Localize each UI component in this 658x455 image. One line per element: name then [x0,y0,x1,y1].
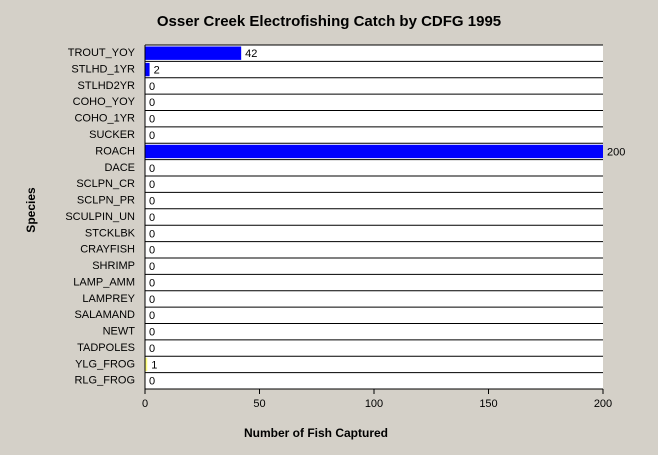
y-tick-label: CRAYFISH [80,244,135,256]
value-label: 0 [149,114,155,126]
y-tick-label: STLHD2YR [78,80,136,92]
bar [145,144,603,159]
value-label: 2 [154,64,160,76]
x-tick-label: 200 [594,398,612,410]
y-tick-label: LAMP_AMM [73,276,135,288]
value-label: 0 [149,261,155,273]
x-axis-label: Number of Fish Captured [244,426,388,440]
y-tick-label: YLG_FROG [75,358,135,370]
y-tick-label: TROUT_YOY [68,47,136,59]
y-tick-label: TADPOLES [77,342,135,354]
y-tick-label: RLG_FROG [74,375,135,387]
x-tick-label: 100 [365,398,383,410]
y-axis-label: Species [24,187,38,233]
value-label: 0 [149,196,155,208]
y-tick-label: LAMPREY [82,293,135,305]
y-tick-label: SHRIMP [92,260,135,272]
y-tick-label: COHO_1YR [74,113,135,125]
x-tick-label: 150 [479,398,497,410]
value-label: 0 [149,179,155,191]
value-label: 0 [149,343,155,355]
value-label: 0 [149,163,155,175]
x-tick-label: 50 [253,398,265,410]
value-label: 42 [245,48,257,60]
y-tick-label: SUCKER [89,129,135,141]
value-label: 0 [149,294,155,306]
y-tick-label: NEWT [103,326,136,338]
y-tick-label: SCLPN_CR [76,178,135,190]
bar [145,62,150,77]
value-label: 0 [149,310,155,322]
value-label: 0 [149,130,155,142]
y-tick-label: COHO_YOY [73,96,136,108]
value-label: 0 [149,97,155,109]
value-label: 0 [149,327,155,339]
value-label: 1 [151,359,157,371]
bar [145,357,148,372]
value-label: 200 [607,146,625,158]
chart-title: Osser Creek Electrofishing Catch by CDFG… [157,13,501,30]
y-tick-label: STCKLBK [85,227,136,239]
bar [145,46,242,60]
value-label: 0 [149,228,155,240]
y-tick-label: STLHD_1YR [71,63,135,75]
value-label: 0 [149,277,155,289]
value-label: 0 [149,376,155,388]
value-label: 0 [149,81,155,93]
y-tick-label: SALAMAND [74,309,135,321]
y-tick-label: SCULPIN_UN [65,211,135,223]
value-label: 0 [149,212,155,224]
plot-area [145,45,603,389]
value-label: 0 [149,245,155,257]
y-tick-label: SCLPN_PR [77,195,135,207]
y-tick-label: DACE [104,162,135,174]
y-tick-label: ROACH [95,145,135,157]
x-tick-label: 0 [142,398,148,410]
